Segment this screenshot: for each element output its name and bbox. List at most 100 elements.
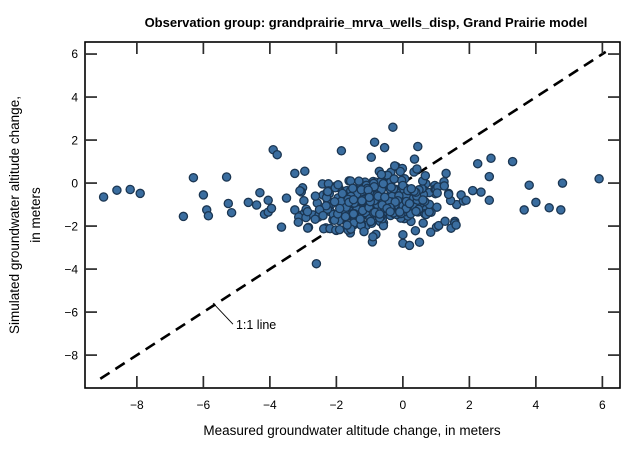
data-point bbox=[369, 137, 380, 147]
data-point bbox=[302, 206, 313, 217]
data-point bbox=[310, 191, 321, 201]
x-tick-label: −8 bbox=[130, 398, 144, 412]
y-tick-label: −6 bbox=[64, 305, 78, 319]
data-point bbox=[443, 189, 454, 200]
data-point bbox=[412, 164, 422, 174]
data-point bbox=[357, 196, 367, 206]
data-point bbox=[221, 172, 232, 182]
y-tick-label: 2 bbox=[71, 133, 78, 147]
data-point bbox=[290, 168, 300, 179]
data-point bbox=[376, 169, 387, 180]
data-point bbox=[334, 224, 345, 235]
data-point bbox=[263, 195, 273, 206]
one-to-one-line-label: 1:1 line bbox=[236, 318, 276, 332]
data-point bbox=[451, 220, 461, 230]
data-point bbox=[290, 205, 300, 215]
data-point bbox=[433, 220, 444, 231]
y-axis-label-line1: Simulated groundwater altitude change, bbox=[7, 96, 22, 334]
data-point bbox=[366, 152, 377, 163]
data-point bbox=[389, 174, 399, 184]
data-point bbox=[484, 171, 495, 182]
data-point bbox=[386, 182, 396, 192]
data-point bbox=[340, 211, 351, 222]
data-point bbox=[226, 207, 237, 218]
data-point bbox=[251, 200, 262, 210]
chart-title: Observation group: grandprairie_mrva_wel… bbox=[145, 15, 588, 30]
data-point bbox=[293, 217, 304, 227]
data-point bbox=[486, 153, 496, 164]
data-point bbox=[380, 192, 390, 202]
y-tick-label: 0 bbox=[71, 176, 78, 190]
data-point bbox=[432, 188, 442, 198]
data-point bbox=[323, 186, 333, 197]
data-point bbox=[272, 149, 282, 160]
data-point bbox=[347, 183, 358, 194]
y-tick-label: 6 bbox=[71, 47, 78, 61]
y-tick-label: 4 bbox=[71, 90, 78, 104]
data-point bbox=[404, 198, 415, 209]
data-point bbox=[318, 210, 328, 221]
data-point bbox=[425, 227, 436, 238]
data-point bbox=[389, 161, 400, 171]
data-point bbox=[135, 188, 145, 199]
data-point bbox=[406, 183, 417, 194]
data-point bbox=[311, 258, 322, 269]
data-point bbox=[461, 195, 471, 206]
data-point bbox=[594, 174, 604, 184]
data-point bbox=[354, 176, 364, 186]
x-tick-label: −6 bbox=[197, 398, 211, 412]
data-point bbox=[203, 211, 214, 221]
data-point bbox=[112, 185, 122, 195]
data-point bbox=[519, 205, 529, 215]
data-point bbox=[266, 203, 277, 214]
data-point bbox=[439, 181, 450, 191]
data-point bbox=[98, 192, 109, 202]
data-point bbox=[420, 170, 431, 181]
data-point bbox=[524, 180, 534, 190]
data-point bbox=[178, 211, 189, 222]
x-tick-label: 0 bbox=[400, 398, 407, 412]
data-point bbox=[379, 142, 390, 153]
y-tick-label: −8 bbox=[64, 348, 78, 362]
axis-ticks bbox=[85, 42, 620, 388]
data-point bbox=[329, 196, 340, 207]
data-point bbox=[368, 232, 378, 242]
y-tick-label: −4 bbox=[64, 262, 78, 276]
data-point bbox=[531, 197, 541, 208]
x-axis-label: Measured groundwater altitude change, in… bbox=[203, 423, 500, 438]
data-point bbox=[310, 214, 320, 224]
x-tick-label: −4 bbox=[263, 398, 277, 412]
x-tick-label: 2 bbox=[466, 398, 473, 412]
data-point bbox=[476, 187, 486, 197]
data-point bbox=[544, 203, 554, 213]
data-point bbox=[441, 168, 451, 179]
data-point bbox=[414, 237, 425, 247]
data-point bbox=[302, 223, 313, 233]
data-point bbox=[418, 218, 428, 228]
data-point bbox=[556, 205, 566, 215]
data-point bbox=[557, 178, 568, 188]
data-point bbox=[410, 225, 421, 236]
data-point bbox=[394, 207, 405, 217]
data-point bbox=[223, 198, 234, 209]
data-point bbox=[418, 195, 428, 205]
data-point bbox=[276, 222, 287, 232]
data-point bbox=[467, 185, 478, 196]
data-point bbox=[299, 195, 309, 206]
data-point bbox=[333, 180, 343, 190]
data-point bbox=[355, 214, 365, 224]
x-tick-label: −2 bbox=[330, 398, 344, 412]
scatter-points bbox=[98, 122, 604, 269]
data-point bbox=[395, 166, 406, 177]
data-point bbox=[404, 240, 415, 251]
y-tick-label: −2 bbox=[64, 219, 78, 233]
data-point bbox=[243, 197, 254, 208]
data-point bbox=[295, 186, 305, 196]
data-point bbox=[366, 216, 376, 227]
data-point bbox=[378, 178, 389, 189]
data-point bbox=[472, 158, 483, 169]
data-point bbox=[507, 156, 518, 167]
data-point bbox=[300, 166, 310, 176]
data-point bbox=[281, 193, 292, 203]
